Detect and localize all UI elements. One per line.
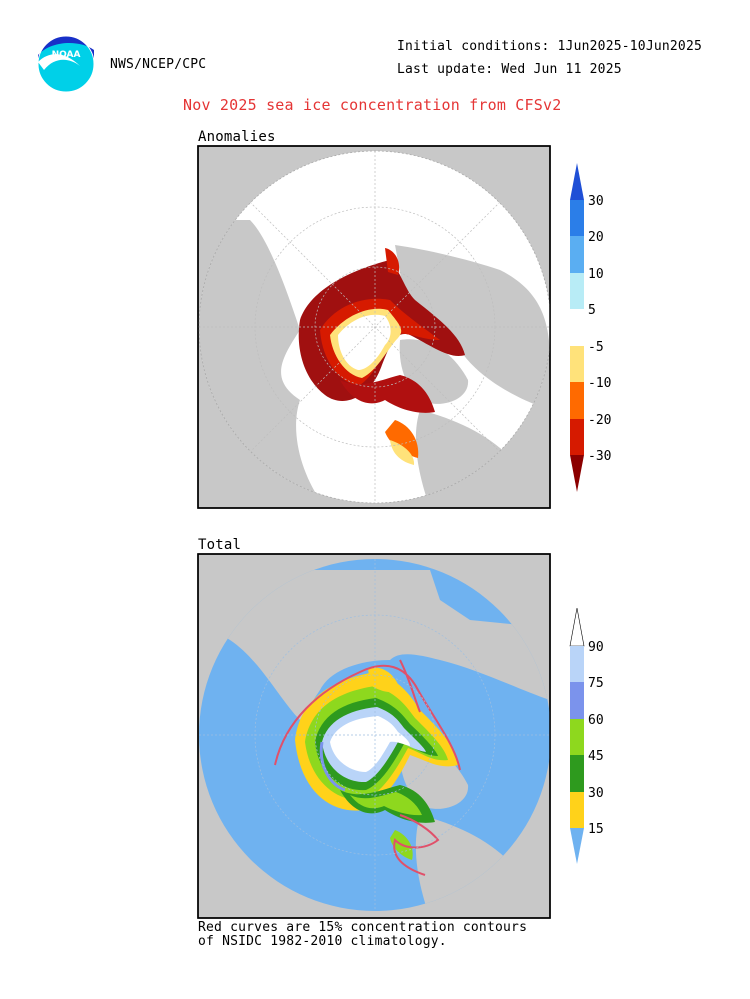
anom-tick-20: 20: [588, 230, 604, 245]
noaa-logo: NOAA: [37, 35, 95, 93]
agency-label: NWS/NCEP/CPC: [110, 57, 207, 72]
anomalies-map: [197, 145, 551, 509]
anom-tick-30: 30: [588, 194, 604, 209]
anom-tick-5: 5: [588, 303, 596, 318]
total-label: Total: [198, 537, 242, 553]
last-update: Last update: Wed Jun 11 2025: [397, 62, 622, 77]
anom-tick-neg10: -10: [588, 376, 611, 391]
logo-text: NOAA: [52, 50, 81, 60]
total-tick-60: 60: [588, 713, 604, 728]
total-map: [197, 553, 551, 919]
total-tick-15: 15: [588, 822, 604, 837]
anom-tick-neg30: -30: [588, 449, 611, 464]
anomalies-colorbar: 30 20 10 5 -5 -10 -20 -30: [570, 163, 611, 492]
total-tick-75: 75: [588, 676, 604, 691]
anomalies-label: Anomalies: [198, 129, 276, 145]
initial-conditions: Initial conditions: 1Jun2025-10Jun2025: [397, 39, 703, 54]
total-colorbar: 90 75 60 45 30 15: [569, 607, 604, 864]
anom-tick-neg5: -5: [588, 340, 604, 355]
page-title: Nov 2025 sea ice concentration from CFSv…: [183, 96, 562, 114]
total-tick-45: 45: [588, 749, 604, 764]
footnote-line1: Red curves are 15% concentration contour…: [198, 920, 528, 935]
footnote-line2: of NSIDC 1982-2010 climatology.: [198, 934, 447, 949]
total-tick-30: 30: [588, 786, 604, 801]
anom-tick-neg20: -20: [588, 413, 611, 428]
anom-tick-10: 10: [588, 267, 604, 282]
total-tick-90: 90: [588, 640, 604, 655]
